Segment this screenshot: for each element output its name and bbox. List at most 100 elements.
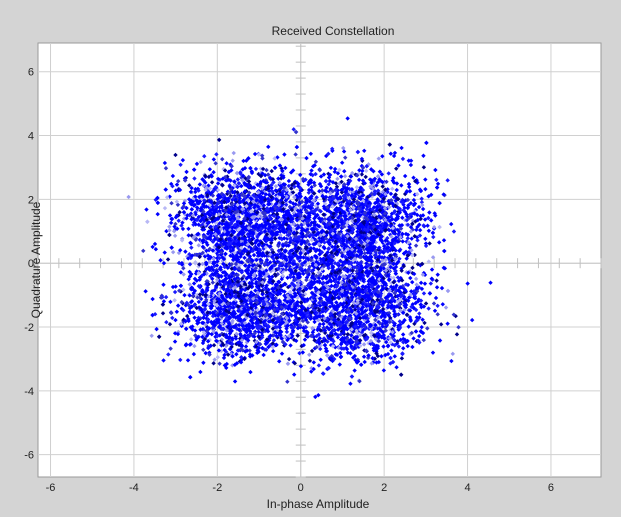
scatter-point: [196, 283, 202, 289]
scatter-point: [170, 284, 176, 290]
scatter-point: [166, 352, 171, 357]
scatter-point: [178, 162, 183, 167]
scatter-point: [187, 282, 192, 287]
scatter-point: [201, 245, 207, 251]
scatter-point: [355, 298, 360, 303]
scatter-point: [294, 338, 299, 344]
scatter-point: [312, 216, 317, 221]
scatter-point: [197, 292, 203, 297]
scatter-point: [192, 315, 197, 320]
scatter-point: [385, 298, 390, 303]
scatter-point: [392, 337, 397, 343]
scatter-point: [280, 243, 286, 249]
scatter-point: [312, 163, 317, 168]
scatter-point: [325, 250, 330, 255]
scatter-point: [272, 263, 277, 268]
scatter-point: [241, 297, 246, 302]
scatter-point: [451, 229, 457, 234]
scatter-point: [299, 226, 305, 231]
scatter-point: [285, 379, 290, 384]
scatter-point: [380, 306, 386, 312]
scatter-point: [316, 363, 322, 368]
scatter-point: [255, 285, 260, 290]
scatter-point: [264, 337, 270, 342]
scatter-point: [153, 247, 159, 252]
scatter-point: [202, 336, 208, 342]
scatter-point: [180, 205, 185, 211]
scatter-point: [344, 223, 349, 228]
scatter-point: [241, 158, 246, 164]
scatter-point: [332, 169, 338, 175]
scatter-point: [286, 178, 292, 184]
scatter-point: [169, 181, 174, 187]
scatter-point: [192, 217, 198, 222]
scatter-point: [333, 331, 338, 336]
scatter-point: [293, 202, 298, 207]
scatter-point: [309, 220, 314, 225]
scatter-point: [195, 292, 200, 298]
scatter-point: [339, 179, 344, 185]
scatter-point: [358, 185, 364, 191]
scatter-point: [256, 152, 261, 157]
scatter-point: [330, 237, 335, 243]
scatter-point: [301, 178, 306, 184]
scatter-point: [456, 324, 461, 330]
scatter-point: [360, 284, 366, 289]
scatter-point: [283, 165, 288, 171]
scatter-point: [263, 192, 269, 197]
scatter-point: [433, 167, 438, 173]
scatter-point: [189, 245, 194, 250]
scatter-point: [290, 329, 296, 335]
scatter-point: [273, 295, 278, 301]
scatter-point: [186, 233, 191, 238]
scatter-point: [175, 303, 181, 308]
scatter-point: [231, 294, 236, 300]
scatter-point: [243, 336, 248, 341]
scatter-point: [311, 360, 317, 365]
scatter-point: [200, 244, 206, 249]
scatter-point: [417, 227, 423, 233]
scatter-point: [214, 277, 220, 282]
scatter-point: [280, 200, 286, 205]
scatter-point: [290, 201, 296, 206]
scatter-point: [407, 184, 412, 190]
scatter-point: [190, 199, 196, 204]
scatter-point: [338, 350, 343, 356]
chart-title: Received Constellation: [272, 24, 395, 38]
scatter-point: [211, 343, 217, 348]
scatter-point: [179, 238, 185, 243]
scatter-point: [373, 337, 379, 342]
scatter-point: [385, 305, 391, 310]
scatter-point: [183, 249, 188, 254]
scatter-point: [270, 345, 276, 350]
scatter-point: [362, 359, 367, 365]
scatter-point: [405, 312, 410, 318]
scatter-point: [246, 265, 251, 270]
scatter-point: [230, 185, 236, 191]
scatter-point: [392, 150, 398, 156]
scatter-point: [392, 354, 397, 359]
scatter-point: [257, 231, 262, 237]
scatter-point: [435, 181, 441, 186]
scatter-point: [418, 213, 423, 219]
scatter-point: [141, 248, 146, 254]
scatter-point: [410, 221, 415, 227]
scatter-point: [394, 283, 399, 288]
scatter-point: [308, 151, 314, 156]
scatter-point: [321, 280, 326, 285]
scatter-point: [364, 261, 369, 266]
scatter-point: [211, 170, 216, 175]
scatter-point: [227, 289, 232, 294]
scatter-point: [239, 260, 244, 265]
scatter-point: [388, 340, 393, 345]
scatter-point: [361, 247, 367, 252]
scatter-point: [240, 178, 245, 183]
scatter-point: [245, 338, 251, 343]
scatter-point: [219, 243, 225, 249]
scatter-point: [309, 237, 315, 243]
scatter-point: [228, 193, 233, 199]
scatter-point: [387, 336, 392, 341]
scatter-point: [394, 365, 399, 370]
scatter-point: [318, 209, 323, 214]
